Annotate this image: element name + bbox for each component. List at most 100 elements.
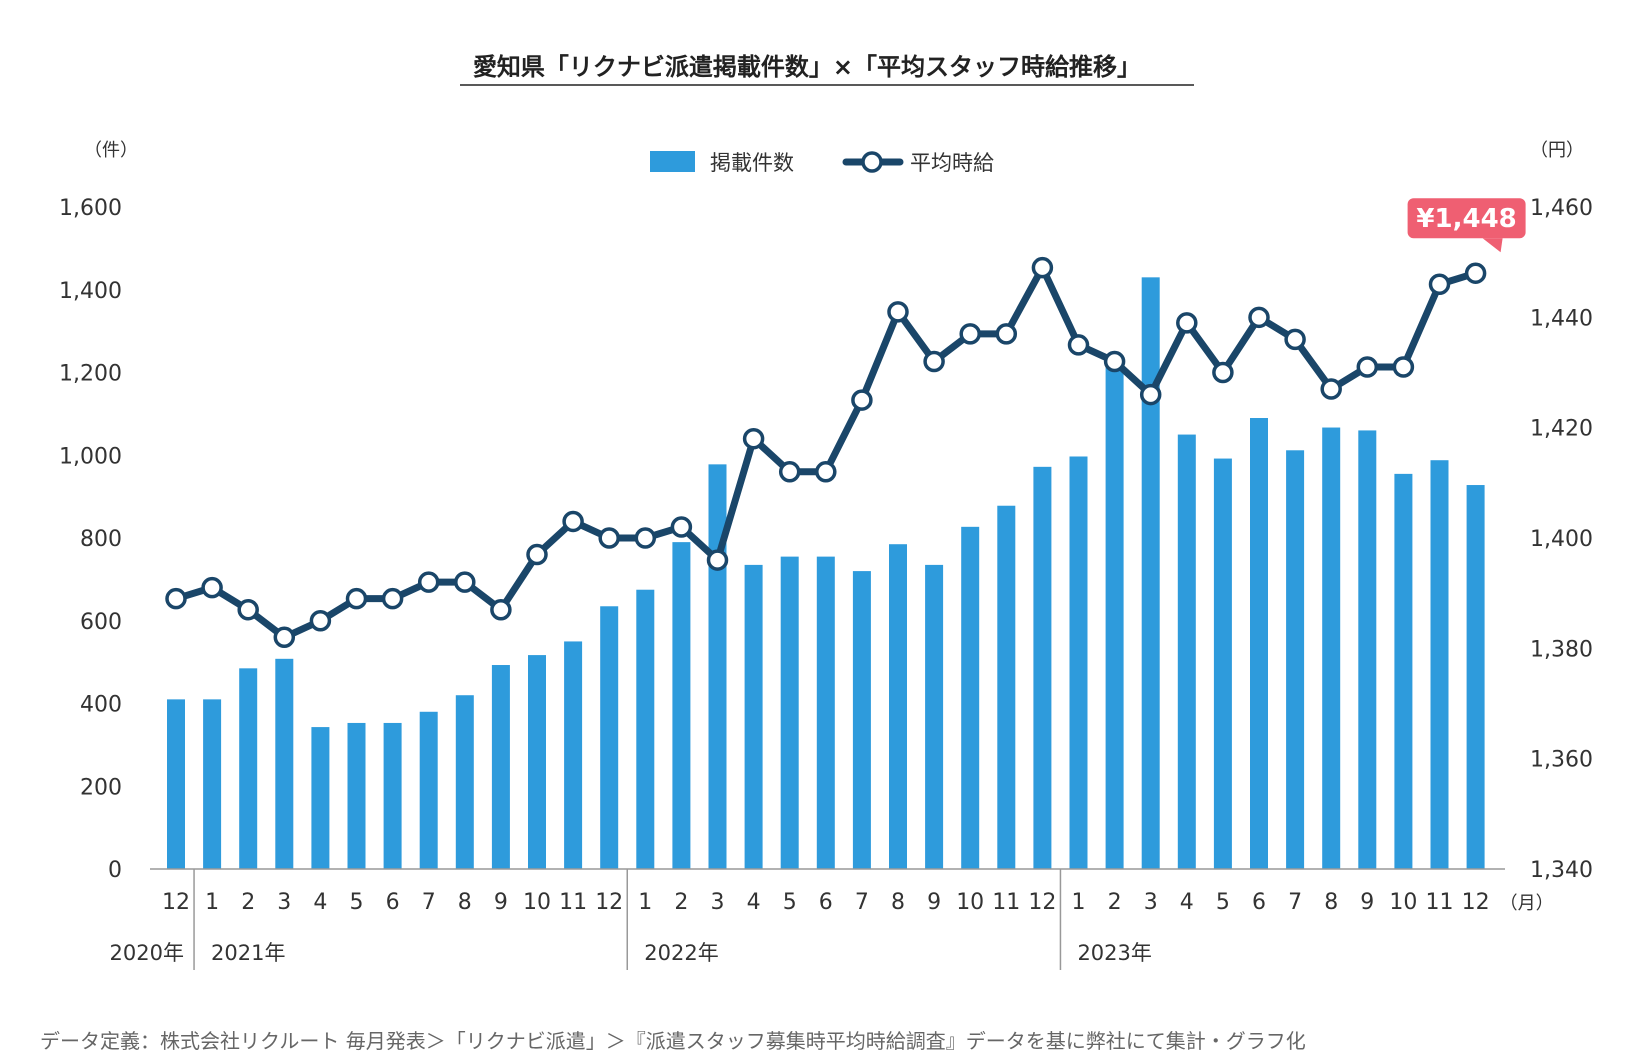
wage-point xyxy=(923,350,945,373)
legend-line-label: 平均時給 xyxy=(910,151,994,175)
wage-point xyxy=(345,587,368,610)
wage-point xyxy=(1284,328,1306,351)
bar xyxy=(455,695,474,869)
wage-point xyxy=(778,461,801,483)
x-tick-label: 3 xyxy=(277,890,291,915)
callout-label: ¥1,448 xyxy=(1416,204,1516,234)
bar xyxy=(564,641,583,869)
wage-point xyxy=(851,389,873,411)
legend-bar-swatch xyxy=(650,151,695,172)
chart-title: 愛知県「リクナビ派遣掲載件数」×「平均スタッフ時給推移」 xyxy=(473,53,1141,81)
x-tick-label: 4 xyxy=(313,890,327,915)
x-tick-label: 12 xyxy=(595,890,623,915)
x-tick-label: 6 xyxy=(819,890,833,915)
bar xyxy=(1250,418,1268,869)
right-tick-label: 1,360 xyxy=(1530,748,1593,773)
left-tick-label: 800 xyxy=(80,527,122,552)
x-tick-label: 8 xyxy=(891,890,905,915)
wage-point xyxy=(273,626,296,649)
bar xyxy=(1394,473,1413,869)
x-tick-label: 11 xyxy=(1426,890,1454,915)
x-tick-label: 12 xyxy=(1028,890,1056,915)
wage-point xyxy=(490,598,512,621)
wage-point xyxy=(309,610,332,632)
bar xyxy=(997,505,1016,869)
bar xyxy=(852,571,871,869)
wage-point xyxy=(1139,383,1162,406)
wage-point xyxy=(959,323,981,345)
wage-point xyxy=(1428,273,1451,295)
x-tick-label: 7 xyxy=(1288,890,1302,915)
wage-point xyxy=(381,587,404,610)
bar xyxy=(1466,485,1485,869)
x-tick-label: 5 xyxy=(1216,890,1230,915)
bar xyxy=(1430,460,1449,869)
x-tick-label: 1 xyxy=(205,890,219,915)
wage-point xyxy=(237,598,259,621)
left-tick-label: 600 xyxy=(80,610,122,635)
wage-point xyxy=(995,323,1018,345)
x-tick-label: 4 xyxy=(747,890,761,915)
left-tick-label: 1,600 xyxy=(59,196,122,221)
bar xyxy=(889,544,907,869)
x-tick-label: 2 xyxy=(1108,890,1122,915)
left-tick-label: 1,200 xyxy=(59,362,122,387)
bar xyxy=(1069,456,1088,869)
wage-point xyxy=(417,571,440,593)
right-tick-label: 1,440 xyxy=(1530,306,1593,331)
bar-series xyxy=(167,277,1485,869)
right-tick-label: 1,460 xyxy=(1530,196,1593,221)
legend: 掲載件数 平均時給 xyxy=(650,151,994,175)
wage-point xyxy=(1212,361,1234,384)
wage-point xyxy=(887,301,909,323)
left-tick-label: 200 xyxy=(80,775,122,800)
wage-point xyxy=(562,510,584,533)
month-unit: （月） xyxy=(1500,893,1554,914)
year-label: 2020年 xyxy=(110,941,184,965)
x-axis-ticks: 12 1 2 3 4 5 6 7 8 9 10 11 12 1 2 3 4 5 6 7 8 9 10 11 12 1 2 3 4 5 6 7 8… xyxy=(162,890,1554,915)
x-tick-label: 3 xyxy=(711,890,725,915)
x-tick-label: 8 xyxy=(458,890,472,915)
x-tick-label: 7 xyxy=(422,890,436,915)
wage-point xyxy=(1031,256,1054,279)
wage-point xyxy=(454,571,476,593)
x-tick-label: 12 xyxy=(1462,890,1490,915)
legend-bar-label: 掲載件数 xyxy=(710,151,794,175)
left-tick-label: 400 xyxy=(80,693,122,718)
bar xyxy=(1105,358,1124,869)
legend-line-marker xyxy=(861,151,883,173)
x-tick-label: 2 xyxy=(241,890,255,915)
x-tick-label: 11 xyxy=(559,890,587,915)
x-tick-label: 8 xyxy=(1324,890,1338,915)
x-tick-label: 2 xyxy=(674,890,688,915)
wage-point xyxy=(1464,262,1487,284)
wage-point xyxy=(1103,350,1126,373)
x-tick-label: 6 xyxy=(386,890,400,915)
year-labels: 2020年 2021年 2022年 2023年 xyxy=(110,869,1152,970)
bar xyxy=(275,658,294,869)
year-label: 2021年 xyxy=(211,941,285,965)
bar xyxy=(744,564,763,869)
bar xyxy=(203,699,222,869)
year-label: 2023年 xyxy=(1077,941,1151,965)
wage-point xyxy=(1392,356,1415,378)
wage-point xyxy=(706,549,729,571)
bar xyxy=(925,564,944,869)
bar xyxy=(600,606,619,869)
x-tick-label: 1 xyxy=(1072,890,1086,915)
wage-point xyxy=(165,587,187,610)
wage-point xyxy=(1067,334,1090,356)
bar xyxy=(491,665,510,869)
x-tick-label: 10 xyxy=(523,890,551,915)
bar xyxy=(961,526,980,869)
x-tick-label: 9 xyxy=(1360,890,1374,915)
right-tick-label: 1,340 xyxy=(1530,858,1593,883)
wage-point xyxy=(526,543,548,566)
right-tick-label: 1,400 xyxy=(1530,527,1593,552)
bar xyxy=(311,727,330,869)
bar xyxy=(1033,466,1052,869)
x-tick-label: 10 xyxy=(1389,890,1417,915)
x-tick-label: 11 xyxy=(992,890,1020,915)
footer-note: データ定義：株式会社リクルート 毎月発表＞「リクナビ派遣」＞『派遣スタッフ募集時… xyxy=(40,1029,1306,1053)
